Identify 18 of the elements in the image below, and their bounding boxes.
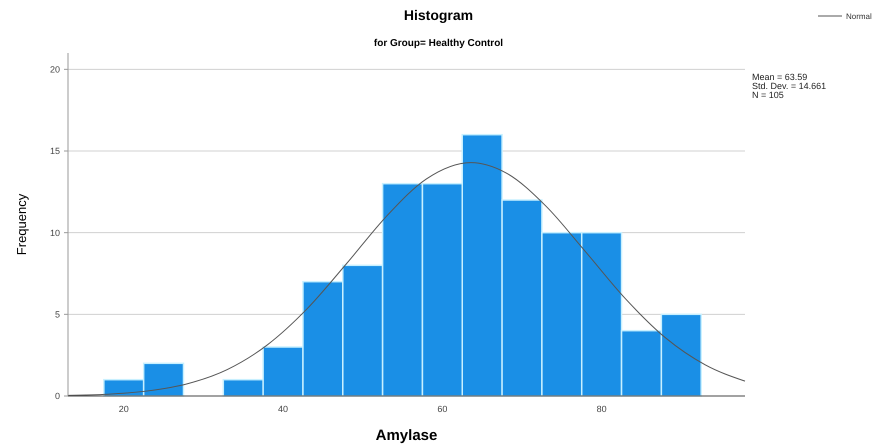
text: N = 105 bbox=[752, 90, 784, 100]
y-tick-label: 10 bbox=[50, 228, 60, 238]
text: Mean = 63.59 bbox=[752, 72, 808, 82]
line-series bbox=[68, 162, 746, 396]
y-tick-label: 0 bbox=[54, 391, 60, 402]
x-tick-label: 40 bbox=[278, 404, 288, 414]
x-axis-title: Amylase bbox=[376, 427, 438, 444]
chart-title: Histogram bbox=[404, 7, 474, 23]
y-tick-label: 5 bbox=[54, 309, 60, 320]
legend-label: Normal bbox=[846, 12, 872, 21]
x-tick-label: 80 bbox=[596, 404, 607, 414]
x-tick-label: 20 bbox=[118, 404, 129, 414]
y-axis-title: Frequency bbox=[14, 193, 29, 256]
y-tick-label: 20 bbox=[50, 64, 60, 74]
y-tick-label: 15 bbox=[50, 146, 60, 156]
text: Std. Dev. = 14.661 bbox=[752, 81, 826, 91]
x-tick-label: 60 bbox=[437, 404, 448, 414]
chart-subtitle: for Group= Healthy Control bbox=[374, 38, 504, 49]
